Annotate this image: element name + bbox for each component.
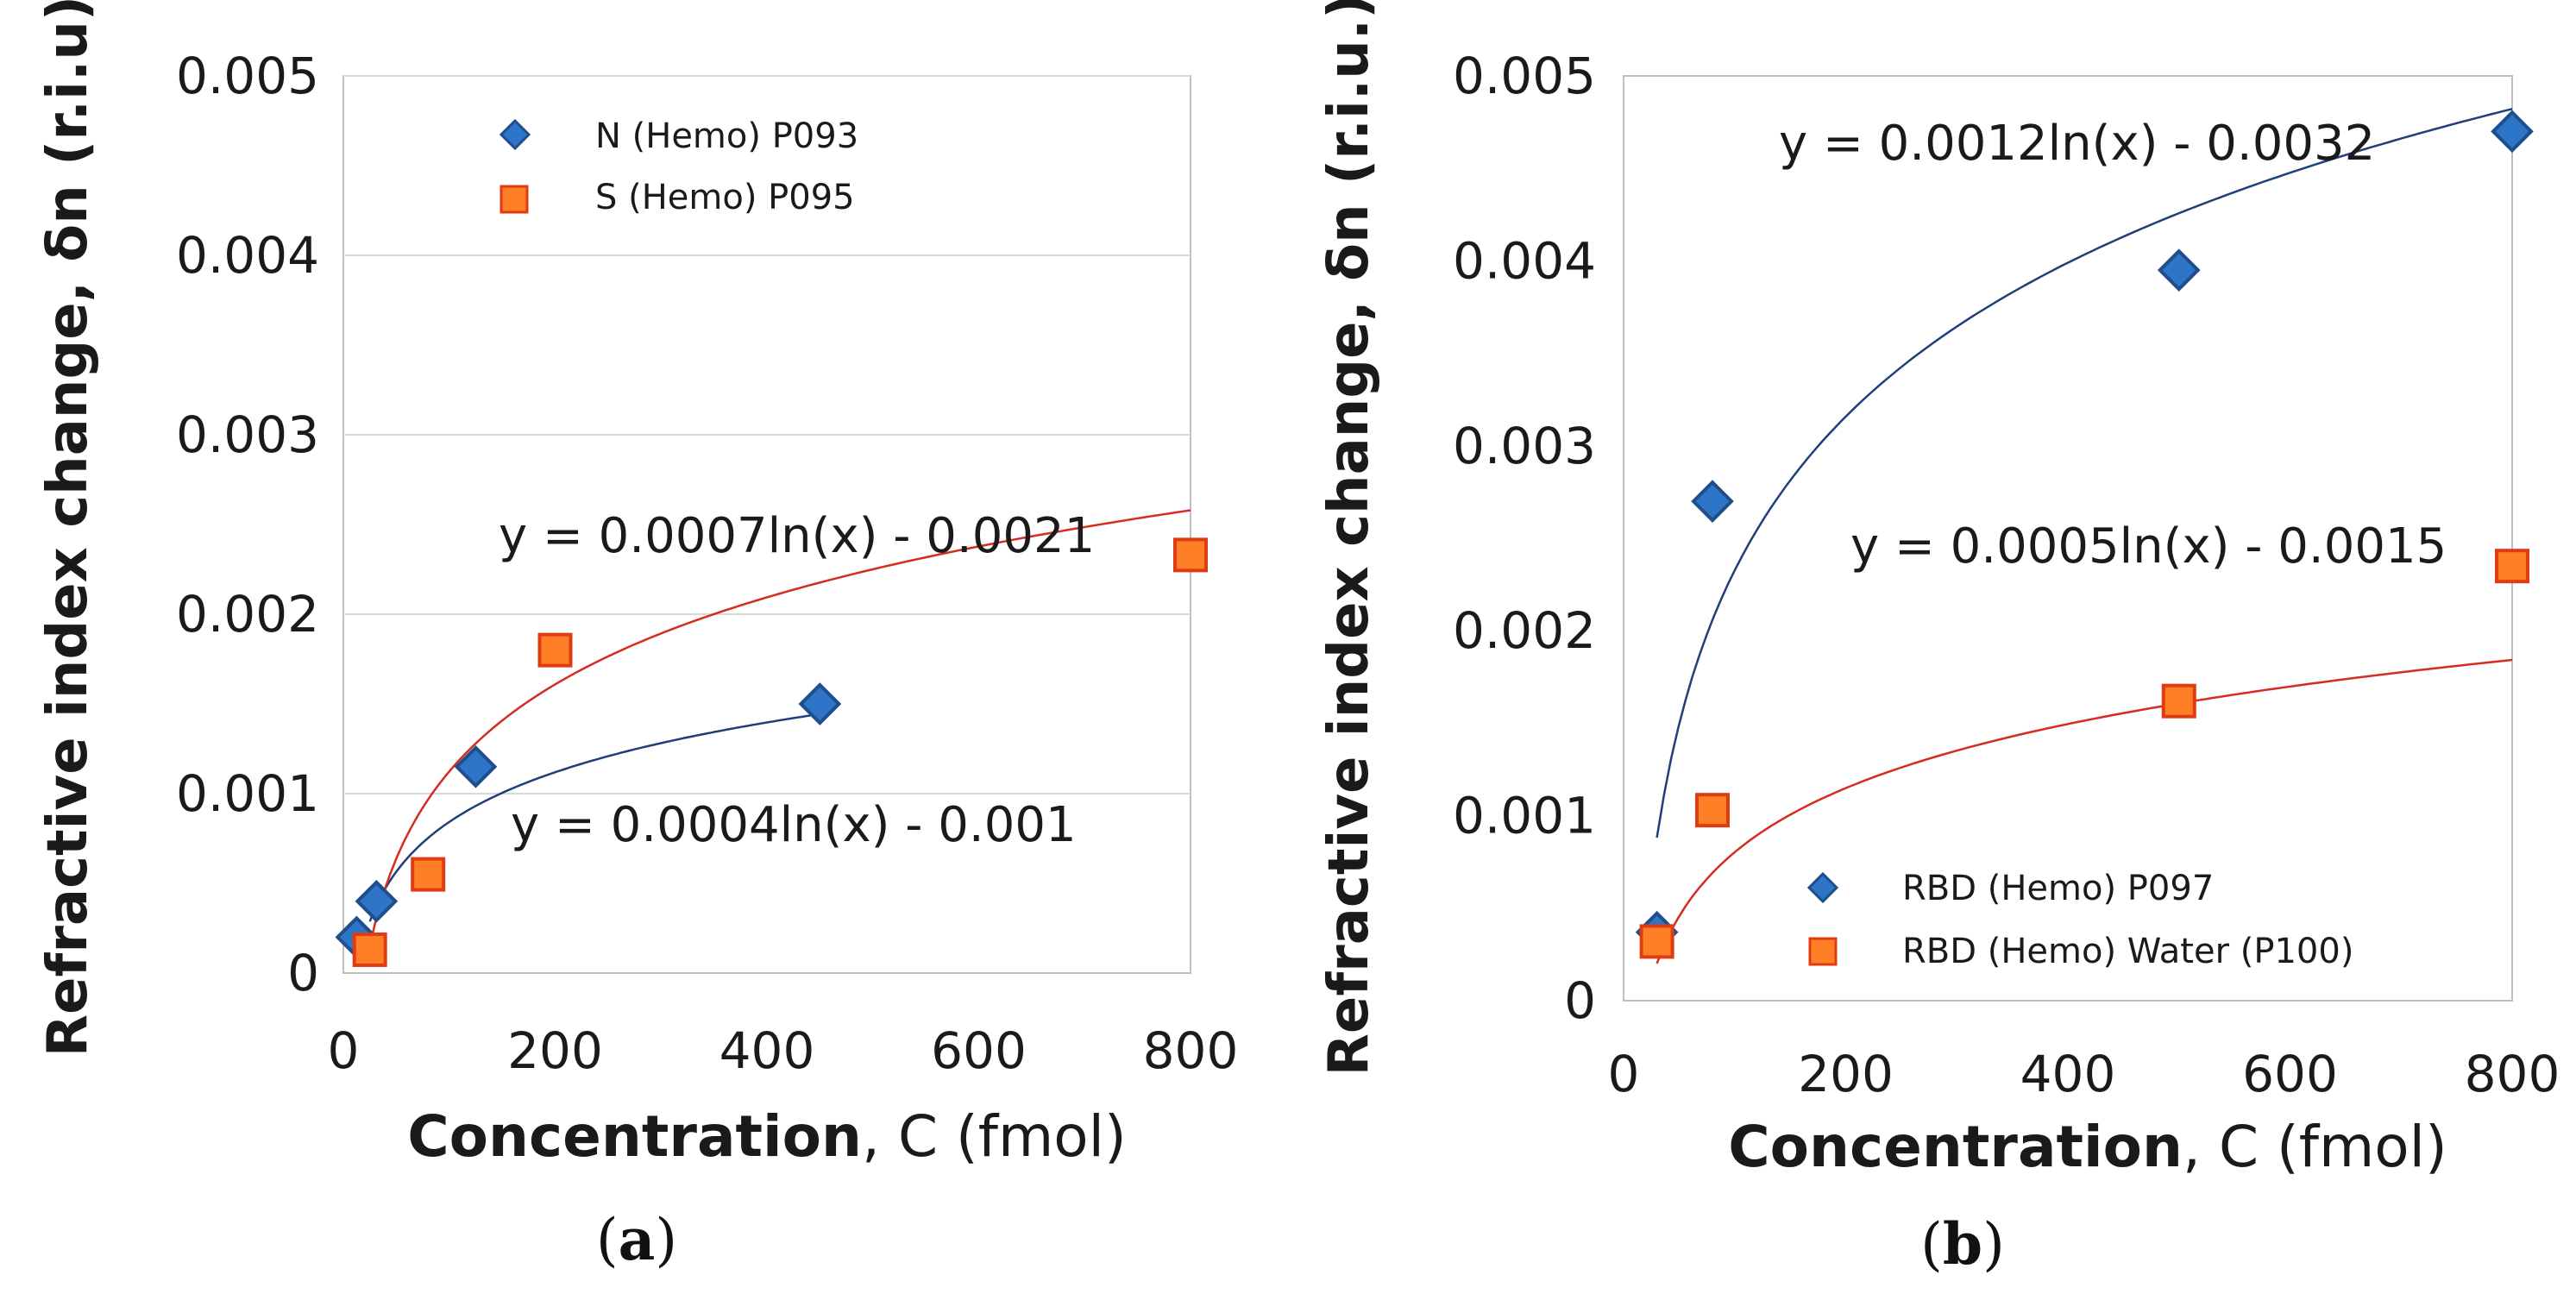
data-point-square bbox=[1695, 793, 1730, 828]
data-point-diamond bbox=[2491, 110, 2534, 154]
data-point-diamond bbox=[2157, 248, 2201, 292]
data-point-diamond bbox=[798, 682, 842, 725]
legend: RBD (Hemo) P097 RBD (Hemo) Water (P100) bbox=[1806, 869, 2353, 971]
legend: N (Hemo) P093 S (Hemo) P095 bbox=[499, 116, 858, 217]
trendlines bbox=[1656, 108, 2513, 964]
x-tick-label: 400 bbox=[719, 1021, 815, 1080]
y-tick-label: 0 bbox=[1564, 971, 1596, 1030]
x-tick-label: 600 bbox=[2242, 1045, 2338, 1103]
data-point-square bbox=[1639, 924, 1674, 959]
y-tick-label: 0.002 bbox=[1453, 601, 1596, 660]
trend-equation-s: y = 0.0007ln(x) - 0.0021 bbox=[499, 508, 1095, 564]
y-axis-label: Refractive index change, δn (r.i.u.) bbox=[1317, 0, 1381, 1076]
legend-square-marker bbox=[499, 185, 529, 214]
trend-equation-rbd-water: y = 0.0005ln(x) - 0.0015 bbox=[1850, 518, 2447, 575]
data-point-square bbox=[411, 857, 446, 892]
y-tick-label: 0.001 bbox=[176, 764, 319, 823]
panel-label-letter: a bbox=[619, 1206, 656, 1273]
y-tick-label: 0 bbox=[287, 944, 319, 1002]
y-tick-label: 0.005 bbox=[1453, 47, 1596, 105]
y-tick-labels: 0 0.001 0.002 0.003 0.004 0.005 bbox=[1453, 47, 1596, 1030]
trendlines bbox=[368, 509, 1191, 946]
data-point-square bbox=[2495, 549, 2529, 584]
x-tick-label: 200 bbox=[507, 1021, 603, 1080]
x-tick-label: 800 bbox=[2465, 1045, 2560, 1103]
legend-label-series-1: RBD (Hemo) P097 bbox=[1902, 869, 2214, 908]
x-axis-label: Concentration, C (fmol) bbox=[1728, 1114, 2447, 1180]
y-tick-label: 0.003 bbox=[1453, 417, 1596, 475]
data-point-diamond bbox=[355, 879, 399, 923]
x-axis-label: Concentration, C (fmol) bbox=[407, 1103, 1127, 1170]
legend-diamond-marker bbox=[1806, 871, 1839, 904]
x-tick-labels: 0 200 400 600 800 bbox=[1608, 1045, 2560, 1103]
x-tick-labels: 0 200 400 600 800 bbox=[328, 1021, 1239, 1080]
trendline bbox=[368, 509, 1191, 946]
legend-diamond-marker bbox=[499, 118, 531, 151]
data-point-square bbox=[537, 632, 573, 668]
legend-label-series-2: RBD (Hemo) Water (P100) bbox=[1902, 932, 2353, 971]
trend-equation-rbd: y = 0.0012ln(x) - 0.0032 bbox=[1779, 116, 2375, 172]
x-tick-label: 0 bbox=[328, 1021, 360, 1080]
x-tick-label: 200 bbox=[1798, 1045, 1894, 1103]
x-axis-label-bold: Concentration bbox=[1728, 1114, 2183, 1180]
chart-panel-a: 0 0.001 0.002 0.003 0.004 0.005 0 200 400 600 800… bbox=[36, 0, 1238, 1273]
x-tick-label: 600 bbox=[931, 1021, 1027, 1080]
panel-label-open: ( bbox=[596, 1207, 619, 1273]
x-axis-label-unit: , C (fmol) bbox=[862, 1103, 1127, 1170]
legend-label-series-1: N (Hemo) P093 bbox=[595, 116, 858, 156]
plot-area bbox=[1623, 75, 2513, 1002]
y-tick-label: 0.004 bbox=[176, 226, 319, 285]
y-tick-label: 0.002 bbox=[176, 585, 319, 644]
data-point-diamond bbox=[454, 744, 498, 788]
legend-square-marker bbox=[1808, 937, 1838, 966]
y-tick-label: 0.005 bbox=[176, 47, 319, 105]
data-point-square bbox=[2161, 683, 2196, 719]
panel-label-b: (b) bbox=[1920, 1210, 2005, 1278]
data-point-square bbox=[1173, 537, 1208, 573]
panel-label-close: ) bbox=[1982, 1211, 2005, 1278]
x-tick-label: 0 bbox=[1608, 1045, 1640, 1103]
data-points bbox=[1635, 110, 2534, 959]
gridlines bbox=[343, 75, 1191, 794]
data-point-square bbox=[352, 932, 387, 967]
data-points bbox=[335, 537, 1208, 967]
y-axis-label: Refractive index change, δn (r.i.u) bbox=[36, 0, 100, 1057]
y-tick-label: 0.001 bbox=[1453, 787, 1596, 845]
trend-equation-n: y = 0.0004ln(x) - 0.001 bbox=[511, 797, 1077, 853]
panel-label-letter: b bbox=[1943, 1210, 1982, 1278]
x-axis-label-bold: Concentration bbox=[407, 1103, 862, 1170]
x-tick-label: 800 bbox=[1143, 1021, 1239, 1080]
trendline bbox=[1656, 658, 2513, 964]
x-axis-label-unit: , C (fmol) bbox=[2183, 1114, 2447, 1180]
y-tick-label: 0.003 bbox=[176, 405, 319, 464]
panel-label-a: (a) bbox=[596, 1206, 677, 1273]
panel-label-close: ) bbox=[655, 1207, 677, 1273]
x-tick-label: 400 bbox=[2020, 1045, 2116, 1103]
panel-label-open: ( bbox=[1920, 1211, 1943, 1278]
y-tick-label: 0.004 bbox=[1453, 231, 1596, 290]
trendline bbox=[368, 713, 820, 922]
trendline bbox=[1656, 108, 2513, 838]
data-point-diamond bbox=[1691, 480, 1734, 523]
y-tick-labels: 0 0.001 0.002 0.003 0.004 0.005 bbox=[176, 47, 319, 1002]
legend-label-series-2: S (Hemo) P095 bbox=[595, 178, 855, 217]
chart-panel-b: 0 0.001 0.002 0.003 0.004 0.005 0 200 400 600 800… bbox=[1317, 0, 2560, 1278]
